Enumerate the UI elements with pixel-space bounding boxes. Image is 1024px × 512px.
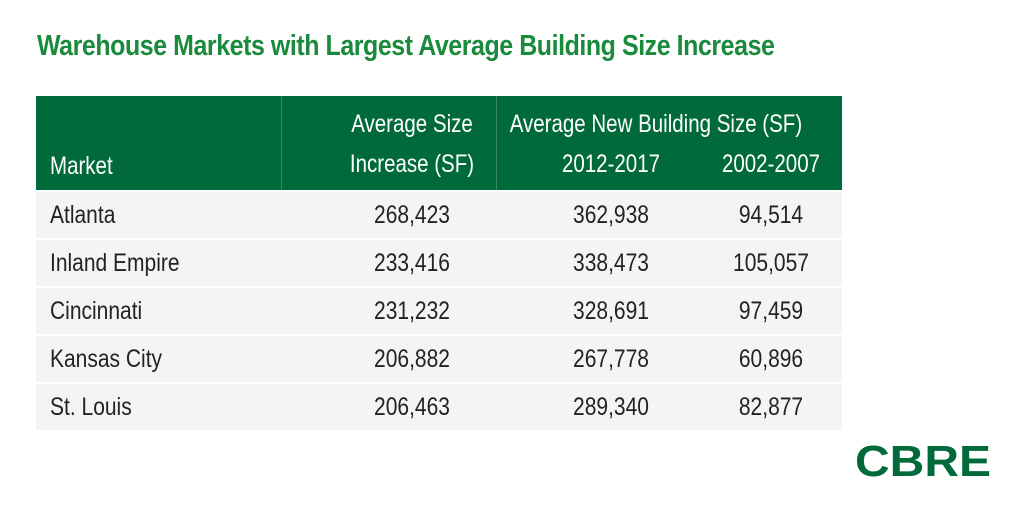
period-2002-2007-cell: 60,896 — [738, 345, 804, 373]
avg-increase-cell: 231,232 — [374, 297, 450, 325]
header-market: Market — [50, 152, 113, 180]
table-row: Inland Empire 233,416 338,473 105,057 — [36, 238, 842, 286]
market-cell: Atlanta — [50, 201, 116, 229]
avg-increase-cell: 233,416 — [374, 249, 450, 277]
period-2012-2017-cell: 267,778 — [573, 345, 649, 373]
period-2002-2007-cell: 97,459 — [738, 297, 804, 325]
market-cell: St. Louis — [50, 393, 132, 421]
header-period-2012-2017: 2012-2017 — [561, 150, 661, 178]
table-header: Market Average Size Increase (SF) Averag… — [36, 96, 842, 190]
table-row: Atlanta 268,423 362,938 94,514 — [36, 190, 842, 238]
avg-increase-cell: 268,423 — [374, 201, 450, 229]
table-row: St. Louis 206,463 289,340 82,877 — [36, 382, 842, 430]
logo-text: CBRE — [855, 437, 991, 480]
avg-increase-cell: 206,463 — [374, 393, 450, 421]
header-avg-increase-line2: Increase (SF) — [349, 150, 475, 178]
header-new-building-size: Average New Building Size (SF) — [509, 110, 803, 138]
market-cell: Inland Empire — [50, 249, 180, 277]
period-2002-2007-cell: 82,877 — [738, 393, 804, 421]
market-cell: Kansas City — [50, 345, 163, 373]
table-row: Cincinnati 231,232 328,691 97,459 — [36, 286, 842, 334]
cbre-logo: CBRE — [855, 437, 991, 480]
header-period-2002-2007: 2002-2007 — [721, 150, 821, 178]
period-2012-2017-cell: 289,340 — [573, 393, 649, 421]
period-2012-2017-cell: 328,691 — [573, 297, 649, 325]
period-2012-2017-cell: 362,938 — [573, 201, 649, 229]
period-2012-2017-cell: 338,473 — [573, 249, 649, 277]
table-row: Kansas City 206,882 267,778 60,896 — [36, 334, 842, 382]
header-avg-increase-line1: Average Size — [351, 110, 473, 138]
market-cell: Cincinnati — [50, 297, 143, 325]
data-table: Market Average Size Increase (SF) Averag… — [36, 96, 842, 430]
page-title: Warehouse Markets with Largest Average B… — [37, 30, 775, 62]
period-2002-2007-cell: 94,514 — [738, 201, 804, 229]
avg-increase-cell: 206,882 — [374, 345, 450, 373]
header-divider — [496, 96, 497, 190]
header-divider — [281, 96, 282, 190]
period-2002-2007-cell: 105,057 — [733, 249, 809, 277]
